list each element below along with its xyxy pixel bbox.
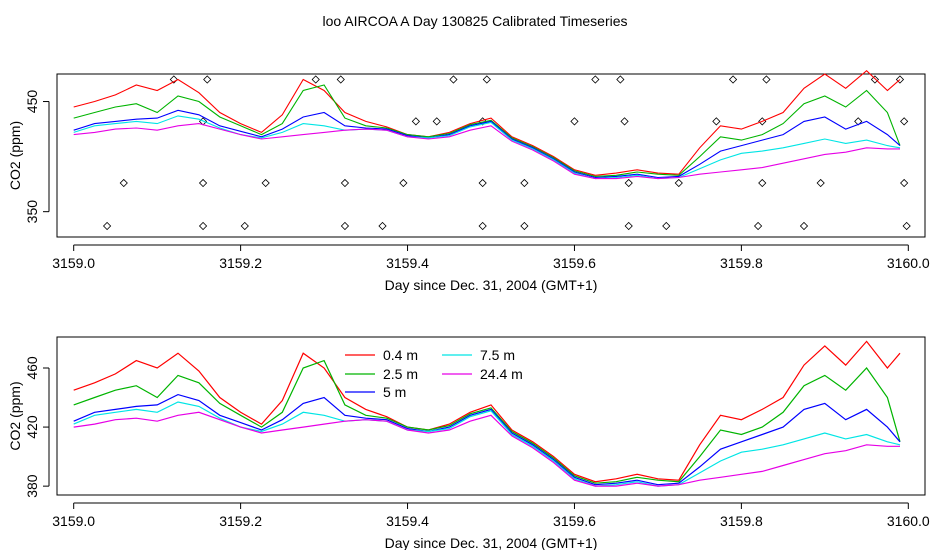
legend-label: 5 m: [383, 384, 406, 400]
data-point-marker: [198, 178, 208, 188]
x-tick-label: 3159.2: [219, 513, 262, 529]
data-point-marker: [799, 221, 809, 231]
y-tick-label: 420: [24, 415, 40, 439]
series-line: [73, 115, 901, 180]
y-tick-label: 350: [24, 200, 40, 224]
data-point-marker: [854, 117, 863, 126]
data-point-marker: [762, 75, 771, 84]
data-point-marker: [728, 75, 738, 84]
x-tick-label: 3160.0: [887, 513, 930, 529]
bottom-panel: 3159.0 3159.2 3159.4 3159.6 3159.8 3160.0 Day …: [7, 336, 930, 550]
data-point-marker: [520, 178, 529, 188]
series-line: [73, 411, 900, 487]
series-line: [73, 84, 901, 177]
data-point-marker: [662, 221, 671, 231]
data-point-marker: [478, 221, 487, 231]
data-point-marker: [520, 221, 529, 231]
data-point-marker: [616, 75, 625, 84]
series-line: [73, 340, 901, 483]
data-point-marker: [432, 117, 441, 126]
data-point-marker: [482, 75, 491, 84]
top-panel: 3159.0 3159.2 3159.4 3159.6 3159.8 3160.0 Day …: [7, 69, 930, 293]
data-point-marker: [198, 221, 208, 231]
x-axis-label: Day since Dec. 31, 2004 (GMT+1): [385, 535, 598, 550]
data-point-marker: [340, 221, 350, 231]
data-point-marker: [198, 117, 208, 126]
x-tick-label: 3159.0: [52, 513, 95, 529]
x-tick-label: 3159.0: [52, 255, 95, 271]
series-line: [73, 359, 901, 484]
x-tick-label: 3159.6: [553, 255, 596, 271]
data-point-marker: [900, 117, 909, 126]
data-point-marker: [119, 178, 128, 188]
data-point-marker: [816, 178, 825, 188]
data-point-marker: [399, 178, 408, 188]
data-point-marker: [674, 178, 683, 188]
plot-frame: [56, 336, 926, 496]
data-point-marker: [449, 75, 458, 84]
data-point-marker: [240, 221, 249, 231]
data-point-marker: [758, 178, 767, 188]
legend-label: 0.4 m: [383, 347, 418, 363]
data-point-marker: [900, 178, 909, 188]
data-point-marker: [411, 117, 420, 126]
data-point-marker: [336, 75, 345, 84]
chart-title: loo AIRCOA A Day 130825 Calibrated Times…: [322, 13, 627, 29]
data-point-marker: [478, 178, 487, 188]
series-line: [73, 109, 901, 179]
legend-label: 24.4 m: [480, 366, 523, 382]
series-line: [73, 401, 901, 487]
data-point-marker: [870, 75, 880, 84]
y-tick-label: 380: [24, 474, 40, 498]
series-line: [73, 123, 900, 180]
data-point-marker: [620, 117, 629, 126]
x-tick-label: 3159.8: [720, 513, 763, 529]
x-tick-label: 3159.6: [553, 513, 596, 529]
data-point-marker: [624, 178, 633, 188]
data-point-marker: [378, 221, 387, 231]
data-point-marker: [712, 117, 721, 126]
data-point-marker: [758, 117, 767, 126]
data-point-marker: [591, 75, 600, 84]
y-tick-label: 460: [24, 356, 40, 380]
x-tick-label: 3159.8: [720, 255, 763, 271]
data-point-marker: [340, 178, 350, 188]
series-line: [73, 69, 901, 176]
data-point-marker: [753, 221, 763, 231]
series-line: [73, 393, 901, 486]
x-tick-label: 3160.0: [887, 255, 930, 271]
data-point-marker: [902, 221, 911, 231]
data-point-marker: [203, 75, 212, 84]
legend-label: 7.5 m: [480, 347, 515, 363]
data-point-marker: [261, 178, 270, 188]
x-axis-label: Day since Dec. 31, 2004 (GMT+1): [385, 277, 598, 293]
y-tick-label: 450: [24, 90, 40, 114]
data-point-marker: [102, 221, 112, 231]
legend-label: 2.5 m: [383, 366, 418, 382]
y-axis-label: CO2 (ppm): [7, 121, 23, 190]
y-axis-label: CO2 (ppm): [7, 381, 23, 450]
data-point-marker: [624, 221, 633, 231]
data-point-marker: [570, 117, 579, 126]
x-tick-label: 3159.4: [386, 513, 429, 529]
plot-frame: [56, 73, 926, 238]
x-tick-label: 3159.4: [386, 255, 429, 271]
data-point-marker: [311, 75, 320, 84]
x-tick-label: 3159.2: [219, 255, 262, 271]
